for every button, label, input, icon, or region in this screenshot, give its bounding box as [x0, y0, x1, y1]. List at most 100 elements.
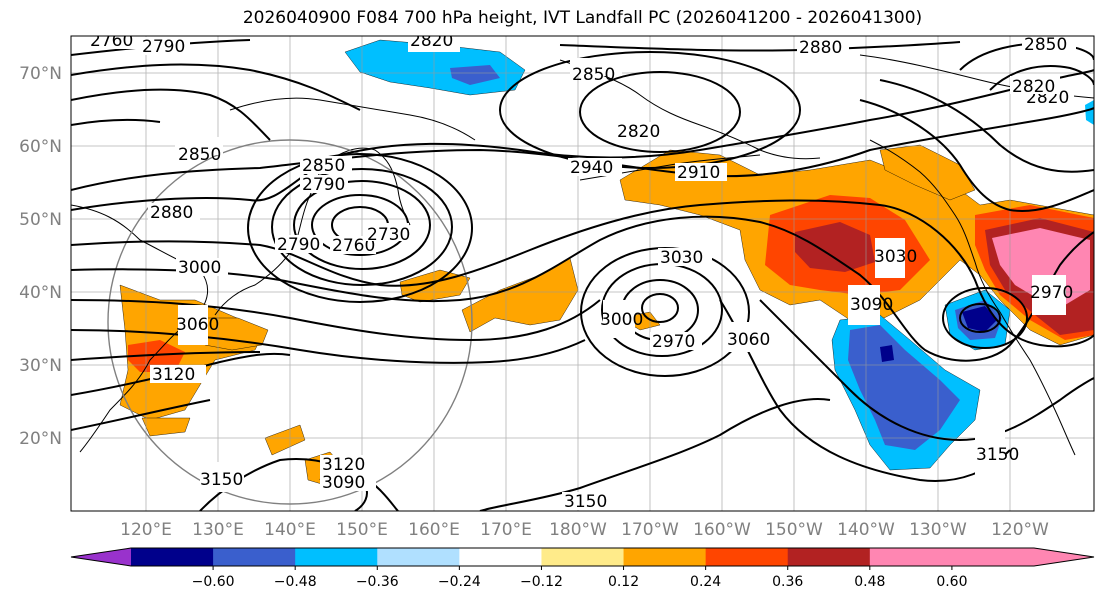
colorbar-tick-label: −0.24 — [438, 574, 481, 590]
ivt-region-alaska-coast — [879, 144, 976, 201]
ivt-region-northeast-pacific-core — [795, 222, 875, 272]
ivt-region-nw-canada — [1085, 100, 1094, 125]
contour-south-1 — [759, 299, 1094, 442]
colorbar-segment — [623, 548, 707, 566]
contour-label: 2760 — [332, 236, 375, 256]
ivt-shading-positive — [119, 144, 1094, 486]
colorbar-tick-label: 0.36 — [772, 574, 803, 590]
lat-label: 30°N — [19, 356, 62, 376]
contour-zonal-6 — [71, 329, 586, 364]
colorbar-segment — [541, 548, 625, 566]
coast-alaska — [559, 59, 821, 160]
lon-label: 130°W — [909, 520, 967, 540]
contour-label: 2820 — [410, 31, 453, 51]
lon-label: 170°E — [480, 520, 532, 540]
ivt-region-california-low-core — [962, 306, 997, 332]
lat-label: 50°N — [19, 210, 62, 230]
ivt-region-arctic-core — [450, 65, 500, 85]
contour-alaska-low-1 — [579, 71, 741, 153]
contour-label: 2790 — [142, 37, 185, 57]
contour-california-low-1 — [959, 303, 1001, 333]
contour-label: 3030 — [660, 248, 703, 268]
colorbar-extend-low — [71, 548, 131, 566]
contour-label: 3000 — [178, 258, 221, 278]
contour-low-5 — [247, 153, 473, 303]
lon-label: 150°E — [336, 520, 388, 540]
contour-low-3 — [293, 180, 431, 270]
lon-label: 130°E — [192, 520, 244, 540]
lon-label: 120°W — [991, 520, 1049, 540]
contour-label: 2820 — [617, 122, 660, 142]
colorbar-tick-label: 0.48 — [854, 574, 885, 590]
contour-arctic-3 — [989, 65, 1094, 91]
contour-label: 3000 — [600, 310, 643, 330]
lon-label: 160°E — [408, 520, 460, 540]
contour-label: 3150 — [976, 445, 1019, 465]
contour-label: 2850 — [572, 65, 615, 85]
coast-canada — [869, 139, 1001, 313]
colorbar-tick-label: −0.48 — [274, 574, 317, 590]
lon-label: 140°E — [264, 520, 316, 540]
colorbar-segment — [951, 548, 1035, 566]
contour-zonal-4 — [71, 215, 1094, 362]
contour-low-4 — [271, 168, 453, 286]
contour-zonal-8 — [71, 352, 291, 396]
contour-label: 2730 — [367, 225, 410, 245]
reference-circle — [107, 139, 473, 505]
contour-label: 2850 — [178, 145, 221, 165]
contour-north-2 — [71, 63, 361, 111]
colorbar-segment — [131, 548, 214, 566]
contour-label: 2790 — [277, 235, 320, 255]
lat-label: 60°N — [19, 137, 62, 157]
contour-north-3 — [71, 88, 271, 141]
colorbar-tick-label: 0.12 — [608, 574, 639, 590]
height-contours — [71, 39, 1094, 511]
ivt-region-small-1 — [264, 424, 306, 456]
lon-label: 140°W — [837, 520, 895, 540]
contour-arctic-1 — [559, 41, 961, 52]
ivt-region-subtropical-core — [880, 345, 894, 362]
contour-zonal-5 — [71, 299, 601, 342]
lat-label: 70°N — [19, 64, 62, 84]
lon-label: 180°W — [549, 520, 607, 540]
contour-label: 2880 — [150, 203, 193, 223]
contour-label: 2880 — [799, 38, 842, 58]
lon-label: 170°W — [621, 520, 679, 540]
contour-california-low-2 — [942, 287, 1028, 349]
graticule — [71, 36, 1094, 511]
contour-label: 3120 — [152, 365, 195, 385]
contour-label: 2790 — [302, 175, 345, 195]
lon-label: 120°E — [120, 520, 172, 540]
colorbar-tick-label: 0.60 — [936, 574, 967, 590]
contour-label: 3090 — [322, 473, 365, 493]
coast-siberia — [229, 97, 476, 141]
coastlines — [71, 54, 1094, 456]
contour-label: 2760 — [90, 31, 133, 51]
contour-label-layer: 2760 2790 2790 2820 2820 2850 2850 2850 … — [88, 31, 1076, 512]
contour-label: 3060 — [176, 315, 219, 335]
colorbar-outline — [70, 547, 1095, 567]
lon-label: 160°W — [693, 520, 751, 540]
contour-label: 3150 — [564, 492, 607, 512]
contour-south-3 — [479, 398, 831, 511]
ivt-region-east-asia-core — [128, 340, 185, 372]
colorbar-tick-label: 0.24 — [690, 574, 721, 590]
ivt-region-west-pacific — [141, 417, 191, 437]
contour-south-2 — [719, 299, 1011, 482]
coast-kamchatka — [329, 147, 411, 226]
contour-label: 2850 — [302, 156, 345, 176]
contour-label: 3090 — [850, 295, 893, 315]
contour-label: 3120 — [322, 455, 365, 475]
colorbar-segment — [705, 548, 789, 566]
contour-alaska-low-2 — [499, 51, 801, 169]
colorbar: −0.60 −0.48 −0.36 −0.24 −0.12 0.12 0.24 0.36 0.4… — [70, 547, 1095, 590]
plot-frame — [70, 35, 1095, 512]
colorbar-tick-label: −0.12 — [520, 574, 563, 590]
contour-label: 3030 — [874, 247, 917, 267]
colorbar-extend-high — [1034, 548, 1094, 566]
colorbar-segment — [459, 548, 542, 566]
contour-canada-2 — [879, 79, 1094, 173]
contour-zonal-1 — [71, 107, 1094, 191]
contour-label: 2850 — [1024, 35, 1067, 55]
map-title: 2026040900 F084 700 hPa height, IVT Land… — [242, 8, 923, 28]
